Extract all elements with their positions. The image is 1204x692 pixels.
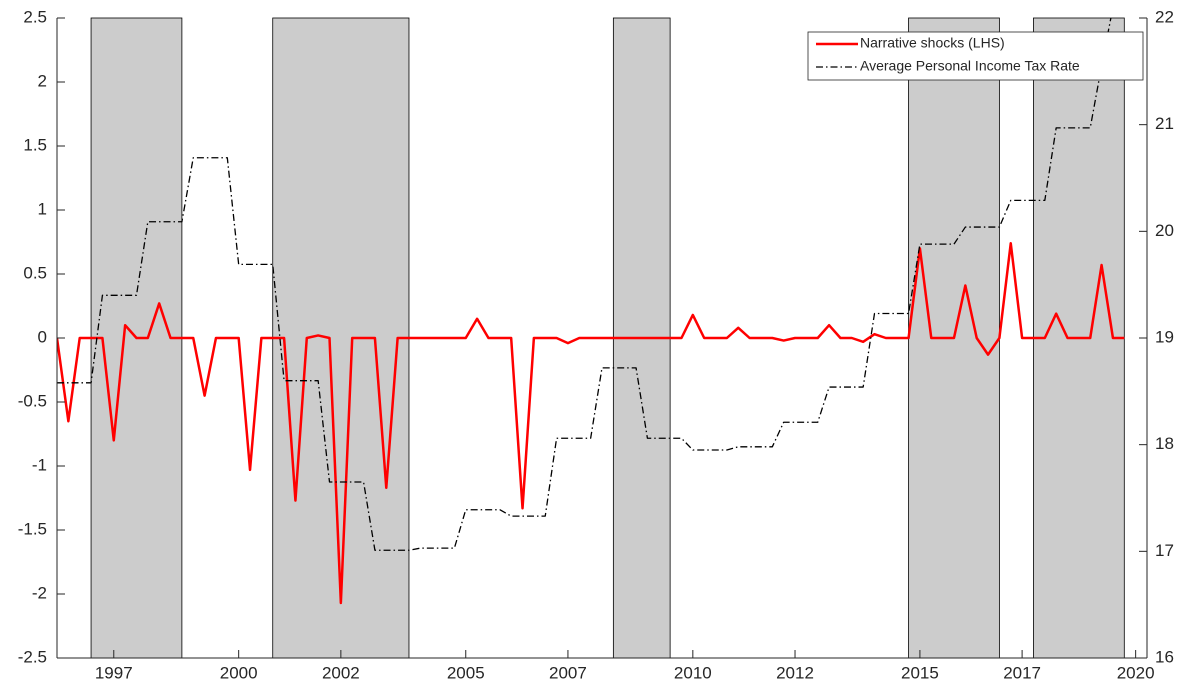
x-tick-label: 2010 (674, 663, 712, 682)
x-tick-label: 1997 (95, 663, 133, 682)
y2-tick-label: 16 (1155, 647, 1174, 666)
y-tick-label: -2.5 (18, 647, 47, 666)
y-tick-label: -1.5 (18, 519, 47, 538)
legend-label: Average Personal Income Tax Rate (860, 58, 1080, 74)
y-tick-label: -0.5 (18, 391, 47, 410)
y-tick-label: 1.5 (23, 135, 47, 154)
plot-area (57, 18, 1125, 605)
x-tick-label: 2012 (776, 663, 814, 682)
y2-tick-label: 18 (1155, 434, 1174, 453)
x-tick-label: 2005 (447, 663, 485, 682)
axes: -2.5 -2 -1.5 -1 -0.5 0 0.5 1 1.5 2 2.5 16 17 18 19 20 21… (18, 7, 1174, 682)
x-tick-label: 2015 (901, 663, 939, 682)
legend-label: Narrative shocks (LHS) (860, 35, 1005, 51)
y-tick-label: -1 (32, 455, 47, 474)
legend-box (807, 31, 1144, 81)
y2-tick-label: 17 (1155, 541, 1174, 560)
y-tick-label: 2.5 (23, 7, 47, 26)
y2-tick-label: 22 (1155, 7, 1174, 26)
legend: Narrative shocks (LHS) Average Personal I… (807, 31, 1144, 81)
x-tick-label: 2020 (1117, 663, 1155, 682)
y-tick-label: 0 (38, 327, 47, 346)
x-tick-label: 2017 (1003, 663, 1041, 682)
y-tick-label: -2 (32, 583, 47, 602)
x-tick-label: 2000 (220, 663, 258, 682)
shaded-period (272, 17, 410, 659)
y-tick-label: 0.5 (23, 263, 47, 282)
series-line (57, 18, 1112, 551)
y2-tick-label: 20 (1155, 221, 1174, 240)
x-tick-label: 2002 (322, 663, 360, 682)
y-tick-label: 1 (38, 199, 47, 218)
series-line (57, 242, 1125, 605)
x-tick-label: 2007 (549, 663, 587, 682)
y2-tick-label: 21 (1155, 114, 1174, 133)
y2-tick-label: 19 (1155, 327, 1174, 346)
y-tick-label: 2 (38, 71, 47, 90)
